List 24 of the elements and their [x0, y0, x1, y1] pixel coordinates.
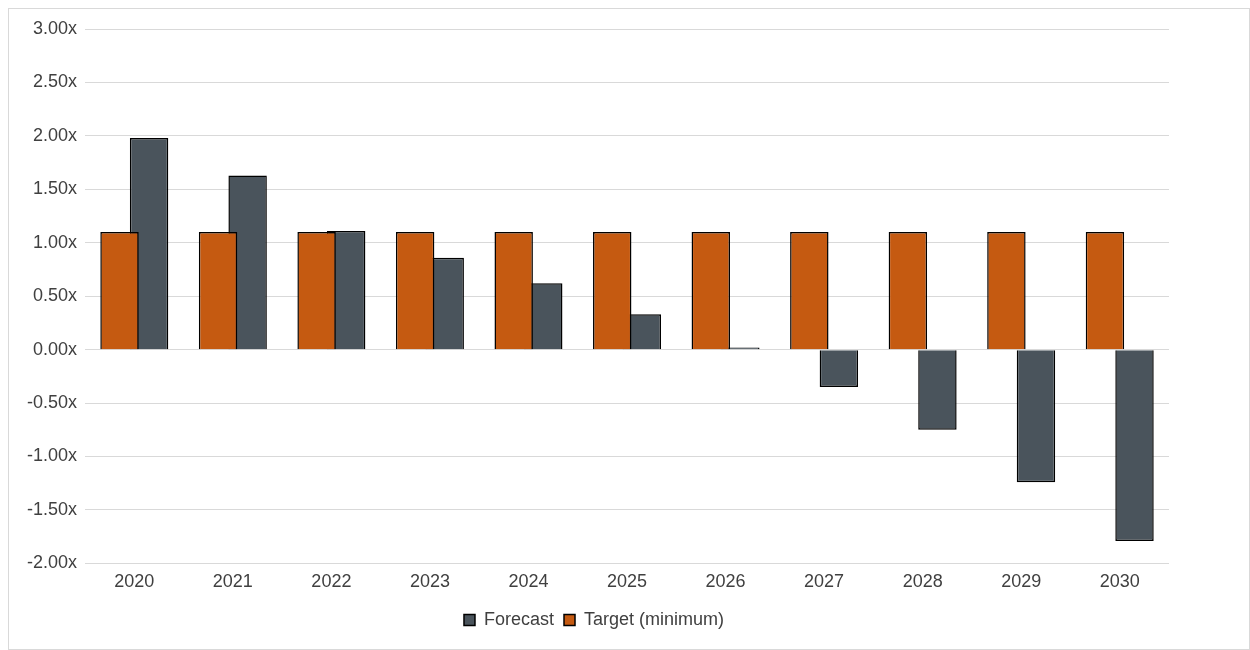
x-tick-label: 2029 [1001, 571, 1042, 592]
x-tick-label: 2024 [508, 571, 549, 592]
y-tick-label: 1.00x [32, 231, 78, 252]
x-tick-label: 2027 [804, 571, 845, 592]
x-tick-label: 2021 [212, 571, 253, 592]
y-tick-label: -0.50x [27, 392, 78, 413]
y-tick-label: 0.50x [32, 285, 78, 306]
y-tick-label: -1.50x [27, 498, 78, 519]
x-tick-label: 2025 [606, 571, 648, 592]
y-tick-label: 2.00x [32, 124, 78, 145]
x-tick-label: 2022 [311, 571, 352, 592]
x-tick-label: 2028 [902, 571, 943, 592]
x-tick-label: 2023 [409, 571, 450, 592]
x-tick-label: 2026 [705, 571, 746, 592]
y-tick-label: 0.00x [32, 338, 78, 359]
x-tick-label: 2030 [1099, 571, 1140, 592]
y-tick-label: -1.00x [27, 445, 78, 466]
y-tick-label: 1.50x [32, 178, 78, 199]
legend-label: Target (minimum) [584, 608, 725, 629]
y-tick-label: 2.50x [32, 71, 78, 92]
y-tick-label: -2.00x [27, 552, 78, 573]
x-tick-label: 2020 [114, 571, 155, 592]
y-tick-label: 3.00x [32, 17, 78, 38]
legend-label: Forecast [483, 608, 555, 629]
